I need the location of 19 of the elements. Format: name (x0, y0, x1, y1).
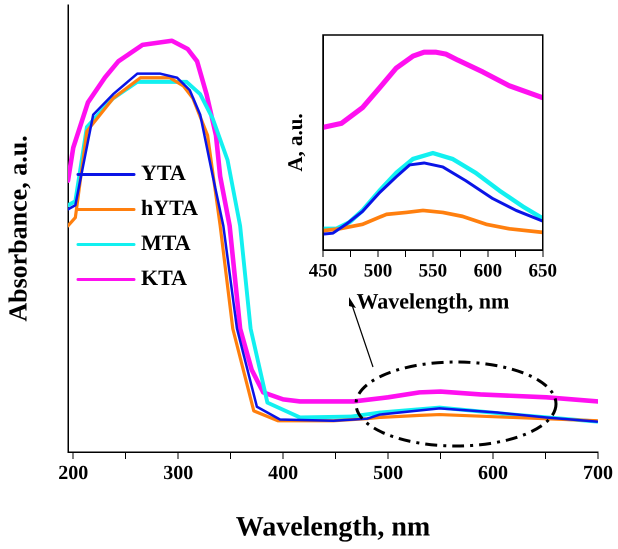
x-tick-label: 550 (418, 260, 448, 282)
y-axis-title: Absorbance, a.u. (3, 135, 32, 322)
x-axis-title: Wavelength, nm (236, 511, 430, 542)
x-tick-label: 400 (268, 462, 298, 484)
x-tick-label: 450 (308, 260, 338, 282)
x-tick-label: 200 (58, 462, 88, 484)
x-tick-label: 650 (528, 260, 557, 282)
x-tick-label: 500 (364, 260, 392, 282)
y-axis-title: A, a.u. (283, 113, 308, 172)
x-tick-label: 600 (478, 462, 508, 484)
x-tick-label: 300 (163, 462, 194, 484)
x-tick-label: 500 (373, 462, 404, 484)
legend-label: YTA (141, 160, 186, 186)
x-tick-label: 600 (474, 260, 502, 282)
legend-label: MTA (141, 230, 191, 256)
legend-label: hYTA (141, 195, 198, 220)
x-axis-title: Wavelength, nm (356, 288, 510, 314)
x-tick-label: 700 (583, 462, 613, 484)
legend-label: KTA (141, 265, 188, 290)
